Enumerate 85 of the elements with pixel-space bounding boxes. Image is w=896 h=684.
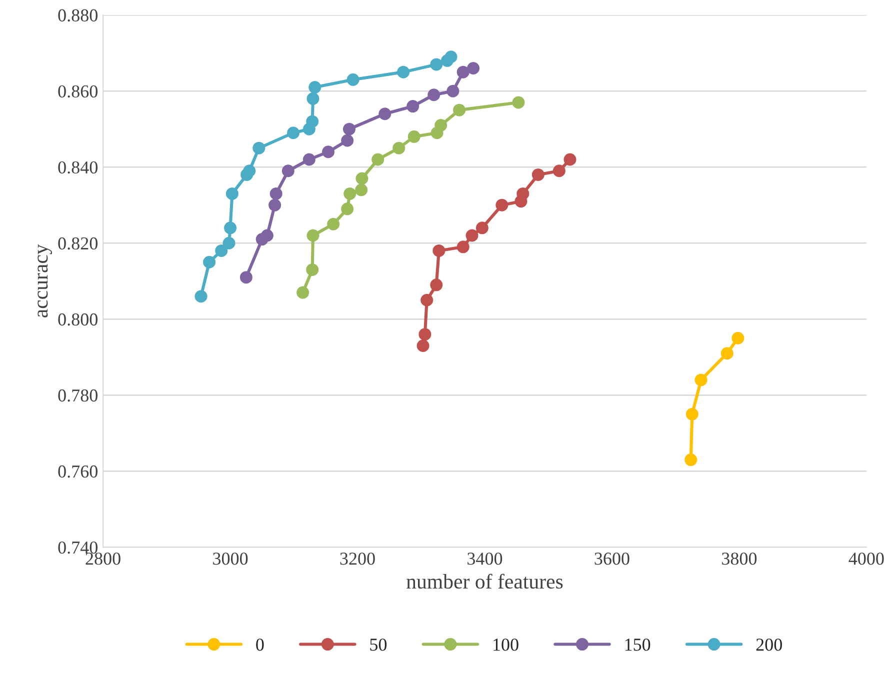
point [268, 198, 282, 212]
x-tick-label: 3200 [340, 552, 375, 565]
point [397, 66, 410, 78]
point [720, 347, 734, 360]
point [732, 332, 744, 344]
point [356, 172, 368, 185]
point [194, 290, 208, 303]
point [420, 294, 434, 306]
point [406, 100, 420, 113]
x-tick-label: 3800 [722, 552, 757, 565]
x-tick-label: 3600 [594, 552, 630, 565]
point [476, 222, 488, 234]
point [516, 187, 530, 200]
point [260, 229, 274, 242]
point [346, 73, 360, 86]
point [282, 164, 294, 178]
point [222, 236, 236, 250]
y-axis-title: accuracy [38, 244, 52, 318]
legend-label: 200 [756, 638, 782, 651]
point [430, 278, 443, 292]
y-tick-label: 0.840 [58, 161, 98, 174]
point [243, 164, 256, 178]
point [341, 134, 354, 147]
point [341, 202, 354, 216]
point [226, 187, 238, 200]
point [215, 244, 228, 257]
point [408, 130, 420, 143]
x-tick-label: 4000 [848, 552, 884, 565]
legend-label: 50 [370, 638, 387, 651]
x-tick-label: 3000 [213, 552, 248, 565]
point [694, 374, 708, 386]
point [270, 187, 282, 200]
point [418, 328, 432, 341]
y-tick-label: 0.880 [58, 9, 98, 22]
point [224, 222, 237, 234]
x-tick-label: 2800 [86, 552, 120, 565]
point [564, 153, 576, 166]
legend-label: 0 [256, 638, 264, 651]
point [372, 153, 384, 166]
legend-label: 100 [494, 638, 518, 651]
point [378, 108, 392, 120]
point [428, 88, 440, 102]
point [532, 168, 544, 181]
point [453, 104, 466, 116]
y-tick-label: 0.800 [58, 313, 98, 326]
point [355, 184, 368, 196]
point [552, 164, 566, 178]
point [684, 454, 698, 466]
point [252, 142, 266, 154]
point [306, 263, 319, 276]
y-tick-label: 0.780 [58, 389, 98, 402]
point [344, 187, 356, 200]
point [392, 142, 406, 154]
legend-label: 150 [625, 638, 650, 651]
point [302, 153, 316, 166]
point [287, 126, 300, 140]
x-axis-title: number of features [406, 574, 563, 589]
point [306, 92, 320, 105]
point [434, 119, 448, 132]
point [327, 218, 340, 230]
point [496, 198, 508, 212]
y-tick-label: 0.860 [58, 85, 98, 98]
point [240, 271, 252, 284]
point [466, 229, 478, 242]
point [446, 84, 460, 98]
point [322, 146, 334, 158]
point [467, 62, 480, 75]
y-tick-label: 0.820 [58, 237, 98, 250]
point [686, 408, 698, 420]
point [306, 115, 319, 128]
point [456, 240, 470, 254]
x-tick-label: 3400 [468, 552, 502, 565]
point [203, 256, 216, 268]
point [456, 66, 470, 78]
point [430, 58, 443, 71]
point [306, 229, 320, 242]
point [432, 244, 446, 257]
point [416, 339, 430, 352]
y-tick-label: 0.760 [58, 465, 98, 478]
point [512, 96, 525, 109]
point [296, 286, 310, 299]
point [308, 81, 322, 94]
point [444, 50, 458, 64]
point [342, 122, 356, 136]
y-tick-label: 0.740 [58, 541, 98, 554]
